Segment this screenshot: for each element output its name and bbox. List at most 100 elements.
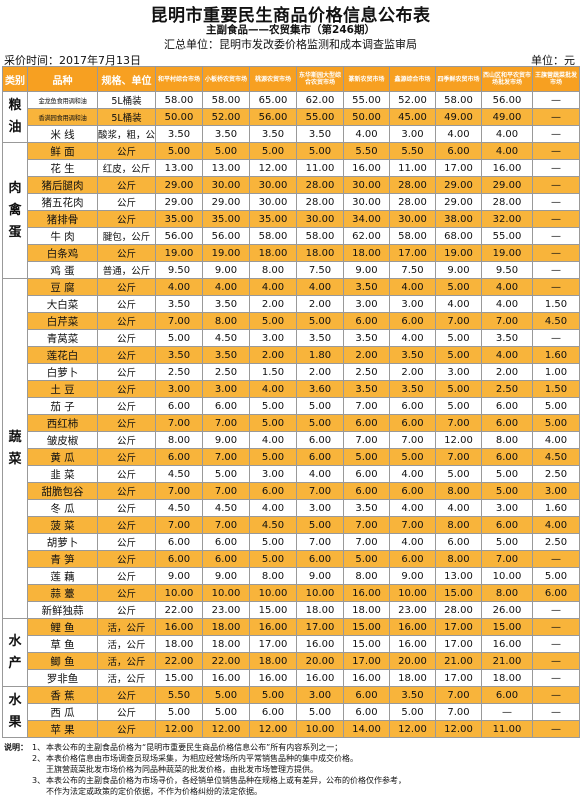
product-name: 米 线 bbox=[27, 125, 98, 143]
unit-label: 单位：元 bbox=[531, 54, 575, 67]
price-cell: 4.00 bbox=[435, 125, 482, 143]
price-cell: — bbox=[532, 686, 580, 704]
table-header-row: 类别 品种 规格、单位 和平村综合市场 小板桥农贸市场 桃源农贸市场 东华斯园大… bbox=[2, 66, 580, 92]
price-cell: 18.00 bbox=[296, 601, 344, 619]
spec-unit: 公斤 bbox=[97, 482, 156, 500]
price-cell: 29.00 bbox=[435, 193, 482, 211]
spec-unit: 公斤 bbox=[97, 550, 156, 568]
price-cell: 10.00 bbox=[155, 584, 203, 602]
price-cell: 20.00 bbox=[389, 652, 436, 670]
price-cell: 7.50 bbox=[296, 261, 344, 279]
price-cell: 7.00 bbox=[435, 703, 482, 721]
price-cell: 3.00 bbox=[343, 295, 390, 313]
col-header: 小板桥农贸市场 bbox=[202, 66, 250, 92]
note-number: 3、 bbox=[32, 776, 46, 785]
price-cell: 17.00 bbox=[296, 618, 344, 636]
spec-unit: 公斤 bbox=[97, 465, 156, 483]
spec-unit: 公斤 bbox=[97, 312, 156, 330]
price-cell: 4.00 bbox=[202, 278, 250, 296]
price-cell: 7.00 bbox=[343, 516, 390, 534]
price-cell: 8.00 bbox=[249, 567, 297, 585]
price-cell: 2.00 bbox=[249, 295, 297, 313]
table-row: 韭 菜公斤 4.50 5.00 3.00 4.00 6.00 4.00 5.00 5.00 2.5… bbox=[3, 465, 580, 483]
price-cell: 6.00 bbox=[296, 448, 344, 466]
price-cell: 5.00 bbox=[481, 465, 533, 483]
spec-unit: 公斤 bbox=[97, 584, 156, 602]
price-cell: 7.00 bbox=[481, 312, 533, 330]
spec-unit: 公斤 bbox=[97, 431, 156, 449]
spec-unit: 酸浆，粗，公斤 bbox=[97, 125, 156, 143]
price-cell: 6.00 bbox=[389, 414, 436, 432]
product-name: 胡萝卜 bbox=[27, 533, 98, 551]
spec-unit: 公斤 bbox=[97, 295, 156, 313]
price-cell: 4.50 bbox=[532, 312, 580, 330]
notes-label: 说明： bbox=[4, 743, 28, 752]
product-name: 猪排骨 bbox=[27, 210, 98, 228]
price-cell: 7.00 bbox=[202, 516, 250, 534]
table-row: 土 豆公斤 3.00 3.00 4.00 3.60 3.50 3.50 5.00 2.50 1.5… bbox=[3, 380, 580, 398]
price-cell: 58.00 bbox=[435, 91, 482, 109]
price-cell: 4.00 bbox=[481, 142, 533, 160]
price-cell: — bbox=[532, 244, 580, 262]
spec-unit: 公斤 bbox=[97, 363, 156, 381]
price-cell: 32.00 bbox=[481, 210, 533, 228]
spec-unit: 公斤 bbox=[97, 176, 156, 194]
price-cell: 3.00 bbox=[389, 295, 436, 313]
price-cell: 3.50 bbox=[155, 295, 203, 313]
category-cell: 水产 bbox=[2, 618, 28, 687]
spec-unit: 活，公斤 bbox=[97, 669, 156, 687]
price-cell: 6.00 bbox=[296, 431, 344, 449]
price-cell: 45.00 bbox=[389, 108, 436, 126]
price-cell: 17.00 bbox=[435, 635, 482, 653]
price-cell: 5.00 bbox=[481, 482, 533, 500]
price-cell: 22.00 bbox=[155, 652, 203, 670]
price-cell: 5.00 bbox=[296, 397, 344, 415]
price-cell: 19.00 bbox=[155, 244, 203, 262]
price-cell: 17.00 bbox=[435, 669, 482, 687]
price-cell: 3.50 bbox=[155, 125, 203, 143]
price-cell: 50.00 bbox=[155, 108, 203, 126]
price-cell: 55.00 bbox=[481, 227, 533, 245]
price-cell: 68.00 bbox=[435, 227, 482, 245]
price-cell: 35.00 bbox=[202, 210, 250, 228]
product-name: 茄 子 bbox=[27, 397, 98, 415]
price-cell: 28.00 bbox=[481, 193, 533, 211]
product-name: 白萝卜 bbox=[27, 363, 98, 381]
price-cell: 7.00 bbox=[155, 312, 203, 330]
price-cell: 16.00 bbox=[343, 669, 390, 687]
col-header: 桃源农贸市场 bbox=[249, 66, 297, 92]
price-cell: 21.00 bbox=[481, 652, 533, 670]
price-cell: 4.50 bbox=[155, 499, 203, 517]
price-cell: 4.50 bbox=[202, 499, 250, 517]
price-cell: 7.00 bbox=[202, 414, 250, 432]
note-row: 王旗营蔬菜批发市场价格为同品种蔬菜的批发价格，由批发市场管理方提供。 bbox=[46, 764, 579, 775]
price-cell: 15.00 bbox=[435, 584, 482, 602]
table-row: 菠 菜公斤 7.00 7.00 4.50 5.00 7.00 7.00 8.00 6.00 4.0… bbox=[3, 516, 580, 534]
price-cell: 7.00 bbox=[435, 686, 482, 704]
price-cell: 7.00 bbox=[435, 312, 482, 330]
note-number: 2、 bbox=[32, 754, 46, 763]
price-cell: 19.00 bbox=[202, 244, 250, 262]
price-cell: — bbox=[532, 125, 580, 143]
price-cell: 8.00 bbox=[202, 312, 250, 330]
table-row: 猪排骨 公斤 35.00 35.00 35.00 30.00 34.00 30.00 38.00… bbox=[3, 210, 580, 228]
price-cell: 1.50 bbox=[249, 363, 297, 381]
table-row: 鲫 鱼活，公斤 22.00 22.00 18.00 20.00 17.00 20.00 21.… bbox=[3, 652, 580, 670]
price-cell: 22.00 bbox=[155, 601, 203, 619]
table-row: 白条鸡 公斤 19.00 19.00 18.00 18.00 18.00 17.00 19.00… bbox=[3, 244, 580, 262]
price-cell: 2.00 bbox=[249, 346, 297, 364]
product-name: 鸡 蛋 bbox=[27, 261, 98, 279]
price-cell: 9.00 bbox=[202, 567, 250, 585]
price-cell: 19.00 bbox=[435, 244, 482, 262]
price-cell: 30.00 bbox=[343, 193, 390, 211]
price-cell: 56.00 bbox=[481, 91, 533, 109]
product-name: 白条鸡 bbox=[27, 244, 98, 262]
price-cell: 4.00 bbox=[249, 380, 297, 398]
price-cell: 3.60 bbox=[296, 380, 344, 398]
price-cell: 12.00 bbox=[435, 720, 482, 738]
product-name: 金龙鱼食用调和油 bbox=[27, 91, 98, 109]
price-cell: 3.00 bbox=[249, 329, 297, 347]
table-row: 花 生红皮，公斤 13.00 13.00 12.00 11.00 16.00 11.00 17… bbox=[3, 159, 580, 177]
col-header: 类别 bbox=[2, 66, 28, 92]
collect-time: 采价时间：2017年7月13日 bbox=[4, 54, 141, 67]
